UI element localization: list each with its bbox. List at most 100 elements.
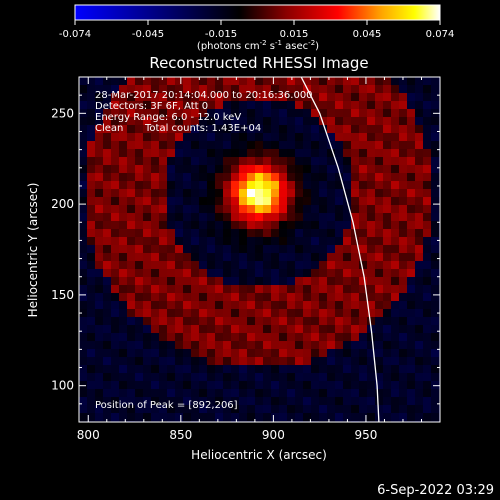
heatmap-cell	[311, 165, 319, 173]
heatmap-cell	[319, 277, 327, 285]
heatmap-cell	[303, 365, 311, 373]
heatmap-cell	[199, 133, 207, 141]
heatmap-cell	[135, 189, 143, 197]
heatmap-cell	[231, 333, 239, 341]
heatmap-cell	[319, 269, 327, 277]
heatmap-cell	[319, 253, 327, 261]
heatmap-cell	[415, 173, 423, 181]
heatmap-cell	[391, 93, 399, 101]
heatmap-cell	[263, 413, 271, 421]
heatmap-cell	[159, 85, 167, 93]
heatmap-cell	[383, 205, 391, 213]
heatmap-cell	[295, 277, 303, 285]
heatmap-cell	[199, 285, 207, 293]
heatmap-cell	[167, 221, 175, 229]
heatmap-cell	[231, 205, 239, 213]
heatmap-image	[79, 77, 440, 422]
heatmap-cell	[175, 309, 183, 317]
heatmap-cell	[207, 405, 215, 413]
heatmap-cell	[247, 149, 255, 157]
heatmap-cell	[111, 405, 119, 413]
heatmap-cell	[327, 221, 335, 229]
heatmap-cell	[367, 157, 375, 165]
heatmap-cell	[303, 109, 311, 117]
heatmap-cell	[215, 333, 223, 341]
heatmap-cell	[375, 365, 383, 373]
heatmap-cell	[87, 189, 95, 197]
heatmap-cell	[119, 301, 127, 309]
heatmap-cell	[279, 93, 287, 101]
heatmap-cell	[263, 405, 271, 413]
heatmap-cell	[383, 229, 391, 237]
heatmap-cell	[399, 349, 407, 357]
heatmap-cell	[231, 325, 239, 333]
heatmap-cell	[207, 141, 215, 149]
heatmap-cell	[335, 413, 343, 421]
heatmap-cell	[287, 125, 295, 133]
heatmap-cell	[183, 317, 191, 325]
heatmap-cell	[423, 301, 431, 309]
heatmap-cell	[367, 181, 375, 189]
heatmap-cell	[159, 237, 167, 245]
heatmap-cell	[151, 413, 159, 421]
heatmap-cell	[375, 325, 383, 333]
heatmap-cell	[127, 261, 135, 269]
heatmap-cell	[223, 325, 231, 333]
heatmap-cell	[359, 253, 367, 261]
heatmap-cell	[311, 181, 319, 189]
heatmap-cell	[431, 301, 439, 309]
heatmap-cell	[375, 101, 383, 109]
heatmap-cell	[431, 261, 439, 269]
heatmap-cell	[151, 109, 159, 117]
heatmap-cell	[415, 141, 423, 149]
heatmap-cell	[391, 157, 399, 165]
heatmap-cell	[95, 109, 103, 117]
heatmap-cell	[167, 397, 175, 405]
heatmap-cell	[111, 365, 119, 373]
heatmap-cell	[135, 93, 143, 101]
heatmap-cell	[215, 149, 223, 157]
heatmap-cell	[191, 189, 199, 197]
heatmap-cell	[167, 245, 175, 253]
heatmap-cell	[223, 277, 231, 285]
heatmap-cell	[79, 293, 87, 301]
heatmap-cell	[343, 101, 351, 109]
heatmap-cell	[279, 349, 287, 357]
heatmap-cell	[423, 349, 431, 357]
heatmap-cell	[103, 413, 111, 421]
heatmap-cell	[287, 405, 295, 413]
heatmap-cell	[319, 133, 327, 141]
heatmap-cell	[383, 165, 391, 173]
heatmap-cell	[415, 157, 423, 165]
heatmap-cell	[295, 253, 303, 261]
heatmap-cell	[351, 253, 359, 261]
heatmap-cell	[287, 109, 295, 117]
heatmap-cell	[215, 141, 223, 149]
heatmap-cell	[327, 389, 335, 397]
heatmap-cell	[407, 285, 415, 293]
heatmap-cell	[311, 221, 319, 229]
heatmap-cell	[135, 221, 143, 229]
heatmap-cell	[191, 285, 199, 293]
heatmap-cell	[399, 109, 407, 117]
heatmap-cell	[263, 341, 271, 349]
heatmap-cell	[159, 157, 167, 165]
heatmap-cell	[335, 133, 343, 141]
heatmap-cell	[151, 229, 159, 237]
heatmap-cell	[383, 157, 391, 165]
heatmap-cell	[199, 397, 207, 405]
heatmap-cell	[343, 277, 351, 285]
heatmap-cell	[311, 373, 319, 381]
heatmap-cell	[343, 341, 351, 349]
heatmap-cell	[79, 381, 87, 389]
heatmap-cell	[215, 213, 223, 221]
heatmap-cell	[183, 253, 191, 261]
heatmap-cell	[119, 397, 127, 405]
heatmap-cell	[343, 189, 351, 197]
heatmap-cell	[407, 293, 415, 301]
heatmap-cell	[399, 181, 407, 189]
heatmap-cell	[359, 229, 367, 237]
heatmap-cell	[255, 245, 263, 253]
heatmap-cell	[255, 117, 263, 125]
heatmap-cell	[183, 117, 191, 125]
